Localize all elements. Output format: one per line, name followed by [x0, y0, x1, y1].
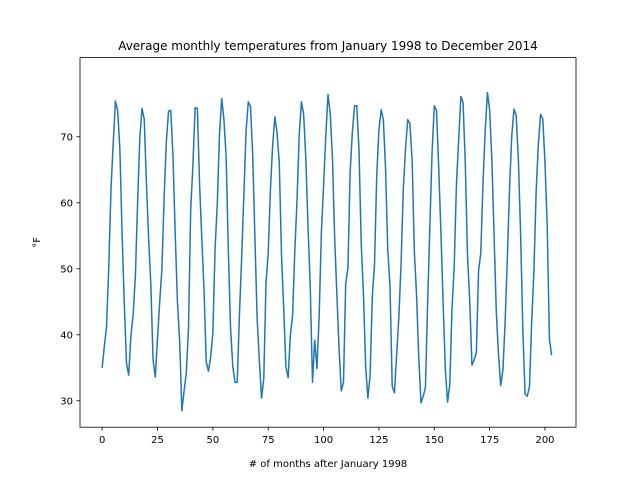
- x-tick-label: 125: [369, 435, 388, 446]
- x-axis-label: # of months after January 1998: [249, 459, 408, 470]
- temperature-series-line: [101, 91, 553, 412]
- axes-frame: [79, 57, 577, 428]
- x-tick-label: 25: [151, 435, 164, 446]
- x-tick-label: 200: [535, 435, 554, 446]
- y-tick-label: 50: [60, 264, 73, 275]
- x-tick-label: 0: [99, 435, 105, 446]
- y-axis-label: °F: [32, 237, 43, 248]
- y-tick-label: 40: [60, 330, 73, 341]
- x-tick-label: 150: [425, 435, 444, 446]
- y-tick-label: 30: [60, 396, 73, 407]
- x-tick-label: 175: [480, 435, 499, 446]
- x-tick-label: 75: [262, 435, 275, 446]
- y-tick-label: 60: [60, 198, 73, 209]
- x-tick-label: 50: [206, 435, 219, 446]
- plot-area: 0 25 50 75 100 125 150 175 200 30 40 50 60 70: [60, 91, 555, 446]
- y-tick-label: 70: [60, 132, 73, 143]
- x-tick-label: 100: [314, 435, 333, 446]
- chart-title: Average monthly temperatures from Januar…: [118, 39, 538, 53]
